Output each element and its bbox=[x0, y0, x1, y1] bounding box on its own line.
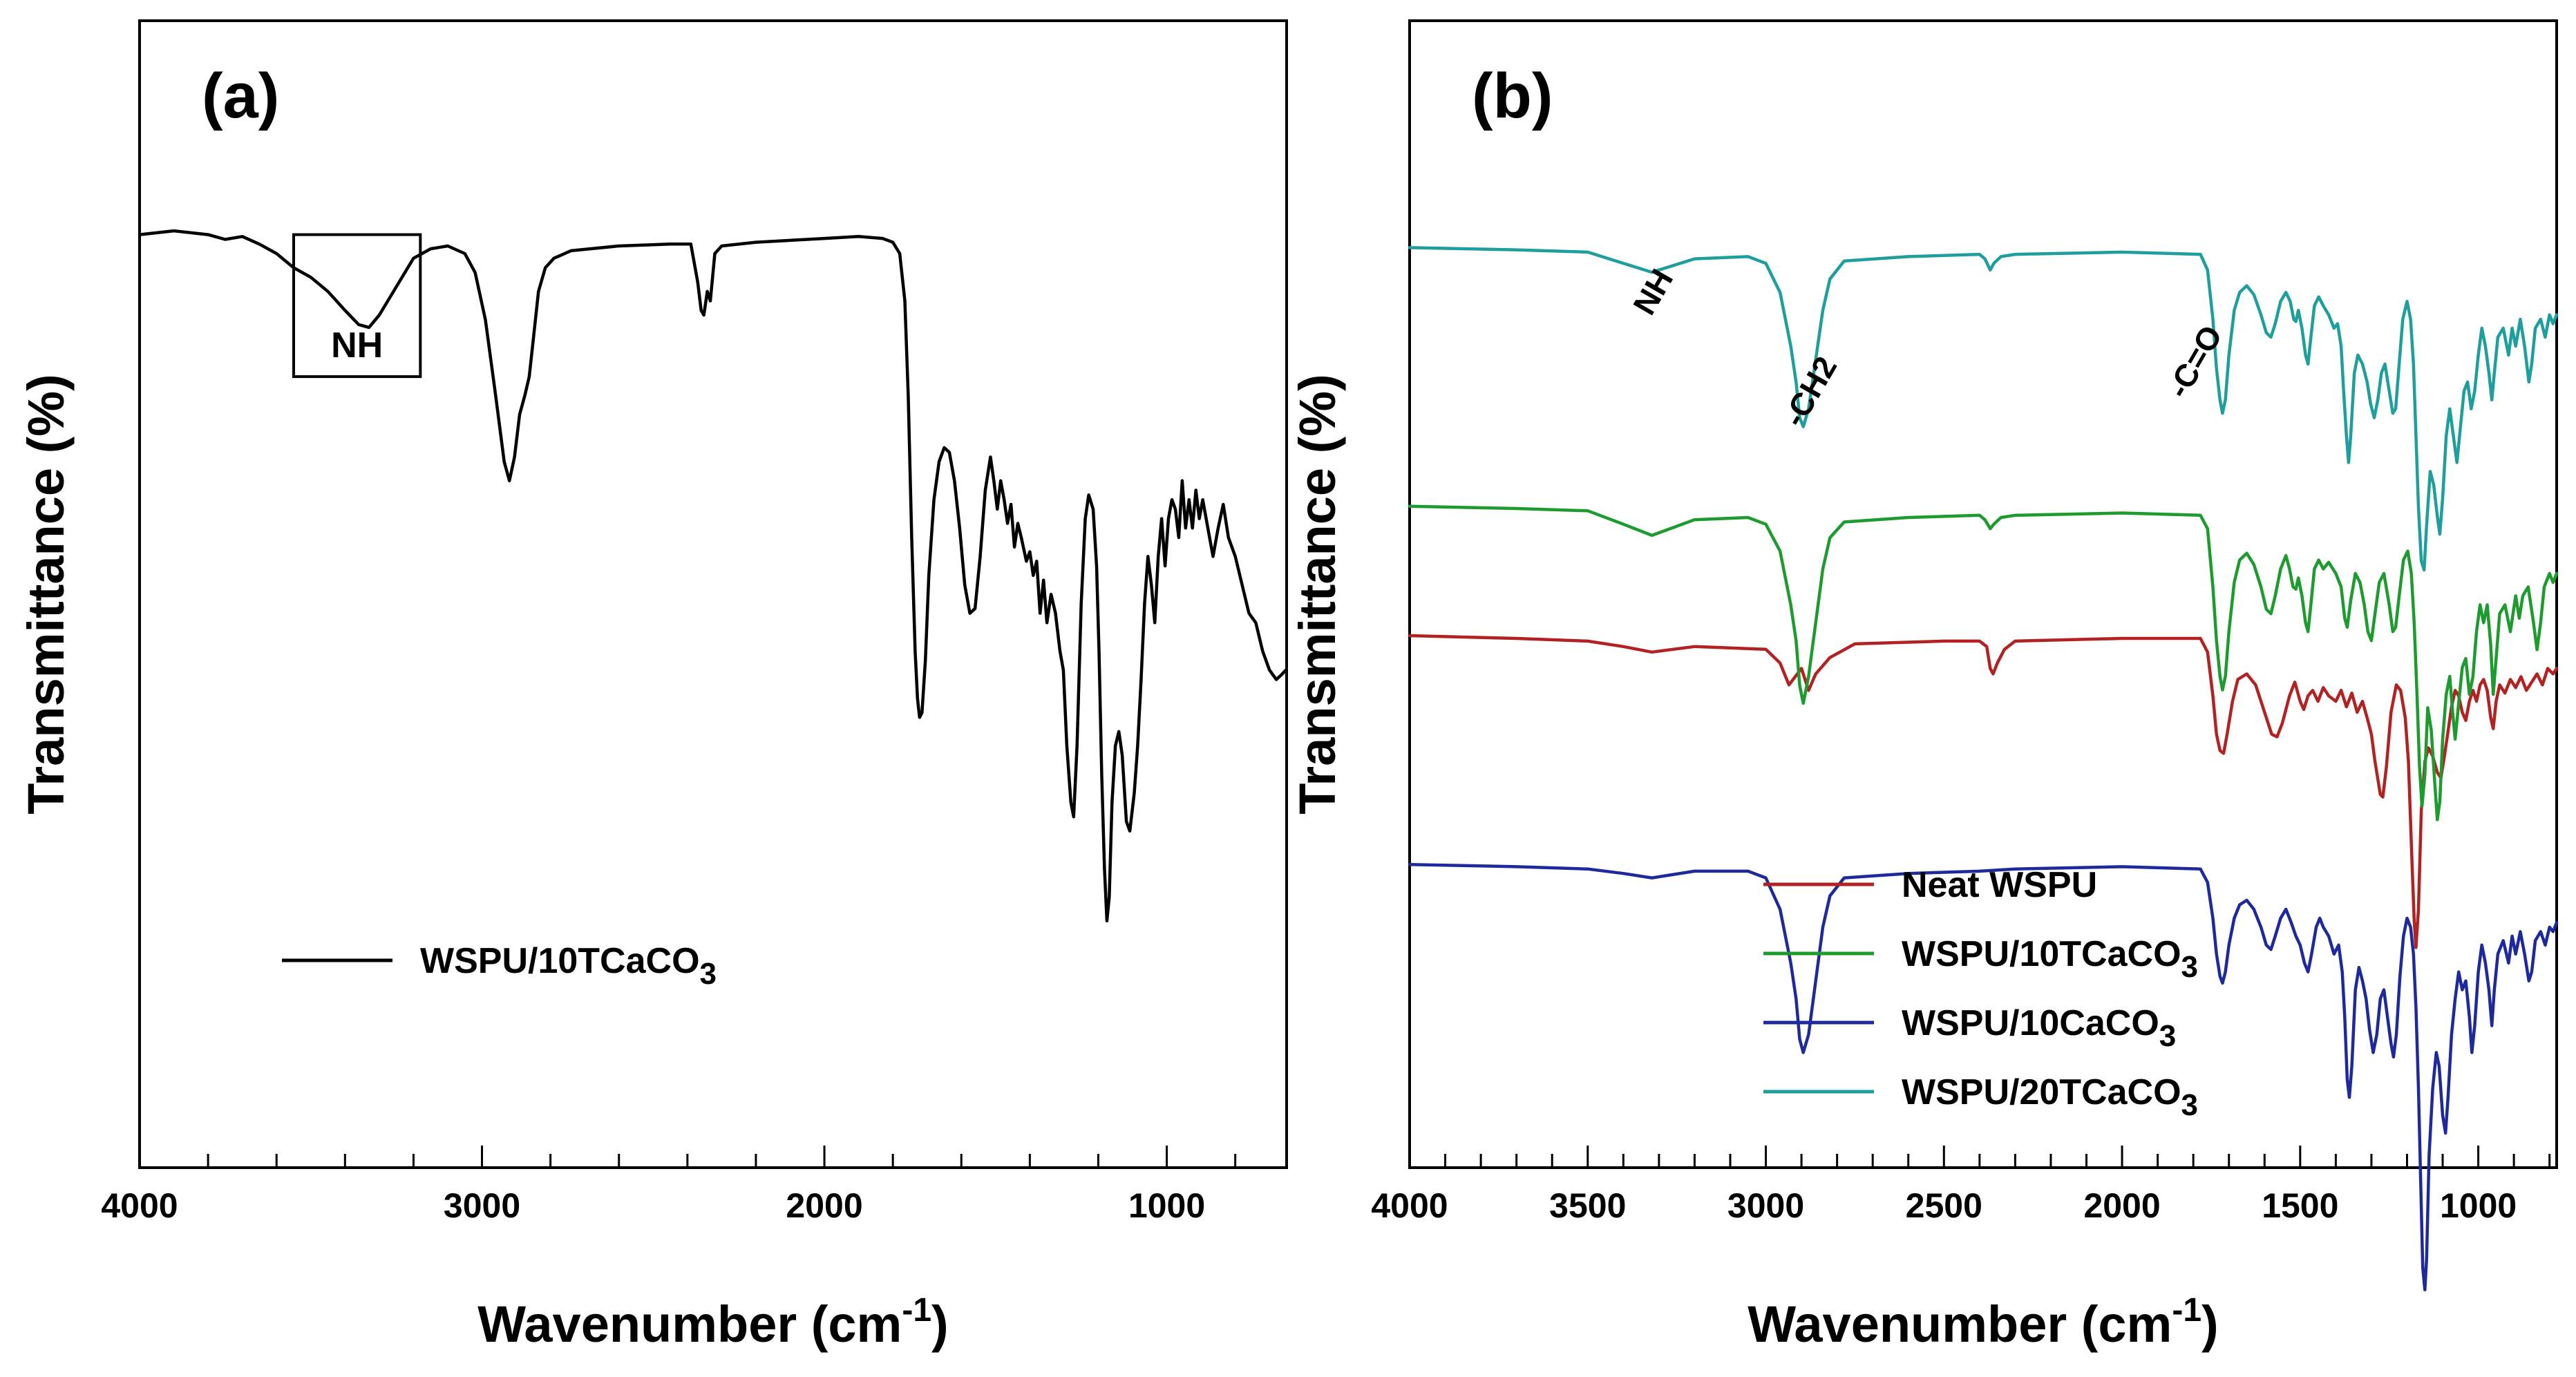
x-axis-label-main: Wavenumber (cm bbox=[477, 1295, 902, 1353]
x-tick-label: 3500 bbox=[1549, 1186, 1626, 1225]
x-tick-label: 3000 bbox=[1727, 1186, 1804, 1225]
chart-panel-a: 4000 3000 2000 1000 Wavenumber (cm-1) Transmi… bbox=[17, 19, 1288, 1353]
legend-label-main: WSPU/10TCaCO bbox=[1902, 934, 2181, 974]
legend-label-main: WSPU/10CaCO bbox=[1902, 1003, 2159, 1043]
annotation-label: NH bbox=[331, 325, 383, 365]
x-axis-label-sup: -1 bbox=[902, 1292, 931, 1329]
legend: Neat WSPUWSPU/10TCaCO3WSPU/10CaCO3WSPU/2… bbox=[1763, 865, 2198, 1122]
x-tick-label: 2000 bbox=[2083, 1186, 2160, 1225]
annotation-label: -CH2 bbox=[1776, 350, 1844, 433]
legend-label: WSPU/10CaCO3 bbox=[1902, 1003, 2176, 1053]
legend-label-sub: 3 bbox=[2181, 1088, 2198, 1122]
chart-panel-b: 4000 3500 3000 2500 2000 1500 1000 Wavenumber (… bbox=[1289, 19, 2559, 1353]
x-tick-label: 4000 bbox=[101, 1186, 178, 1225]
x-axis-label: Wavenumber (cm-1) bbox=[1748, 1292, 2218, 1353]
series-line-3 bbox=[1408, 246, 2559, 572]
x-axis-label-end: ) bbox=[931, 1295, 949, 1353]
annotation-box bbox=[292, 233, 422, 379]
annotation-label: NH bbox=[1626, 263, 1680, 321]
y-axis-label: Transmittance (%) bbox=[1289, 374, 1346, 814]
legend-label: WSPU/10TCaCO3 bbox=[420, 941, 717, 991]
x-tick-label: 1000 bbox=[1128, 1186, 1205, 1225]
series-line-1 bbox=[1408, 504, 2559, 822]
panel-label: (b) bbox=[1472, 61, 1553, 131]
x-tick-label: 2500 bbox=[1906, 1186, 1982, 1225]
y-axis-label: Transmittance (%) bbox=[17, 374, 75, 814]
legend-label: WSPU/10TCaCO3 bbox=[1902, 934, 2198, 984]
series-line-2 bbox=[1408, 862, 2559, 1292]
series-line-0 bbox=[1408, 634, 2559, 949]
series-line-0 bbox=[138, 229, 1288, 923]
x-tick-label: 1500 bbox=[2262, 1186, 2338, 1225]
x-axis-label-main: Wavenumber (cm bbox=[1748, 1295, 2172, 1353]
x-tick-label: 3000 bbox=[444, 1186, 520, 1225]
legend-label-main: WSPU/10TCaCO bbox=[420, 941, 700, 981]
plot-frame bbox=[1408, 19, 2558, 1169]
x-tick-label: 2000 bbox=[786, 1186, 862, 1225]
legend-label: Neat WSPU bbox=[1902, 865, 2097, 905]
x-tick-label: 1000 bbox=[2440, 1186, 2517, 1225]
legend-label-sub: 3 bbox=[2159, 1019, 2176, 1053]
x-axis-label-sup: -1 bbox=[2172, 1292, 2201, 1329]
legend: WSPU/10TCaCO3 bbox=[282, 941, 717, 991]
legend-label: WSPU/20TCaCO3 bbox=[1902, 1072, 2198, 1122]
x-axis-label: Wavenumber (cm-1) bbox=[477, 1292, 948, 1353]
plot-frame bbox=[138, 19, 1288, 1169]
x-axis-label-end: ) bbox=[2201, 1295, 2219, 1353]
x-tick-label: 4000 bbox=[1371, 1186, 1448, 1225]
legend-label-sub: 3 bbox=[2181, 950, 2198, 984]
panel-label: (a) bbox=[202, 61, 279, 131]
legend-label-sub: 3 bbox=[700, 957, 717, 991]
legend-label-main: WSPU/20TCaCO bbox=[1902, 1072, 2181, 1112]
